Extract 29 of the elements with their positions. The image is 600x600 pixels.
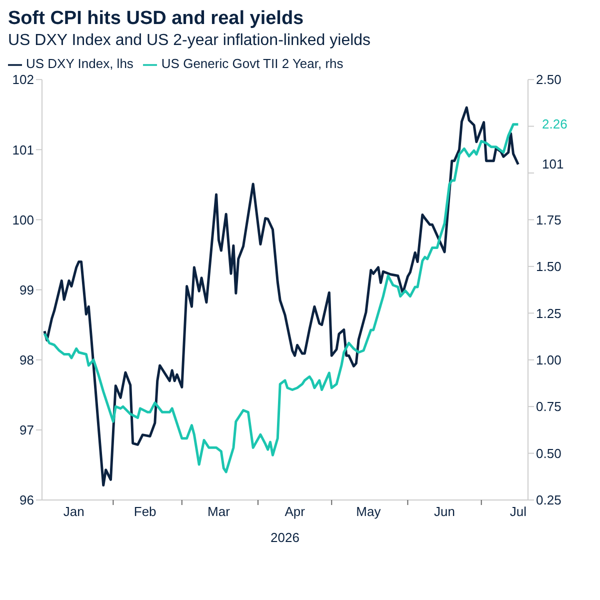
y2-tick-label: 1.00 <box>536 352 562 368</box>
x-tick-label: Jun <box>434 504 456 519</box>
y2-tick-label: 1.25 <box>536 306 562 321</box>
x-tick-label: Feb <box>134 504 156 519</box>
y-tick-label: 98 <box>20 352 34 368</box>
y-tick-label: 96 <box>20 492 34 508</box>
chart-subtitle: US DXY Index and US 2-year inflation-linked yields <box>8 32 372 50</box>
x-tick-label: Apr <box>284 504 306 519</box>
x-tick-label: Mar <box>208 504 231 519</box>
data-label: 2.26 <box>542 116 568 132</box>
y2-tick-label: 0.25 <box>536 492 562 508</box>
y-tick-label: 99 <box>20 282 34 298</box>
y-tick-label: 101 <box>12 142 34 158</box>
x-tick-label: Jul <box>510 504 527 519</box>
x-tick-label: May <box>356 504 382 519</box>
legend-label: US Generic Govt TII 2 Year, rhs <box>161 56 344 71</box>
y2-tick-label: 1.50 <box>536 259 562 274</box>
y2-tick-label: 0.75 <box>536 399 562 414</box>
x-tick-label: Jan <box>63 504 84 519</box>
y-tick-label: 97 <box>20 422 34 438</box>
y2-tick-label: 2.50 <box>536 72 562 88</box>
legend-label: US DXY Index, lhs <box>26 56 134 71</box>
data-label: 101 <box>542 156 564 172</box>
y2-tick-label: 0.50 <box>536 446 562 461</box>
y2-tick-label: 1.75 <box>536 212 562 228</box>
x-axis-title: 2026 <box>270 530 300 545</box>
chart-title: Soft CPI hits USD and real yields <box>8 8 305 30</box>
y-tick-label: 102 <box>12 72 34 88</box>
y-tick-label: 100 <box>12 212 34 228</box>
